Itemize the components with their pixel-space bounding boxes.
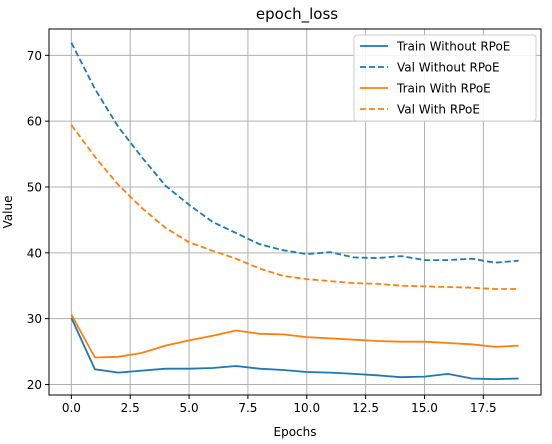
x-tick-label: 2.5	[121, 401, 140, 415]
series-line-0	[70, 317, 519, 381]
legend-label: Train Without RPoE	[396, 40, 510, 54]
x-tick-label: 17.5	[470, 401, 497, 415]
series-line-1	[70, 42, 519, 264]
series-line-3	[70, 124, 519, 290]
series-line-2	[70, 314, 519, 359]
y-tick-label: 50	[27, 180, 42, 194]
plot-frame	[48, 28, 542, 396]
y-tick-label: 30	[27, 312, 42, 326]
legend-label: Train With RPoE	[396, 82, 491, 96]
x-tick-label: 0.0	[62, 401, 81, 415]
legend-label: Val Without RPoE	[397, 61, 500, 75]
x-tick-label: 12.5	[352, 401, 379, 415]
y-axis-ticks: 20 30 40 50 60 70	[27, 49, 49, 392]
x-tick-label: 15.0	[411, 401, 438, 415]
chart-title: epoch_loss	[256, 5, 338, 24]
legend-label: Val With RPoE	[397, 103, 480, 117]
x-tick-label: 7.5	[238, 401, 257, 415]
x-tick-label: 10.0	[293, 401, 320, 415]
y-axis-label: Value	[1, 196, 15, 229]
x-axis-label: Epochs	[274, 425, 317, 439]
x-axis-ticks: 0.0 2.5 5.0 7.5 10.0 12.5 15.0 17.5	[62, 395, 497, 415]
y-tick-label: 40	[27, 246, 42, 260]
y-tick-label: 60	[27, 115, 42, 129]
data-lines	[70, 42, 519, 381]
y-tick-label: 20	[27, 378, 42, 392]
legend-box	[353, 34, 537, 122]
legend: Train Without RPoE Val Without RPoE Train …	[353, 34, 537, 122]
y-tick-label: 70	[27, 49, 42, 63]
x-tick-label: 5.0	[180, 401, 199, 415]
